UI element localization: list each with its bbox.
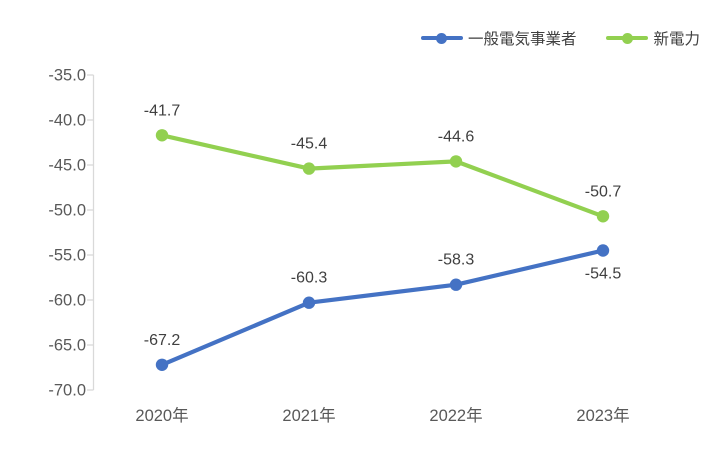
y-axis-tick-label: -45.0: [48, 157, 86, 175]
data-point-marker: [596, 210, 610, 223]
data-point-label: -60.3: [291, 270, 328, 287]
data-point-label: -58.3: [438, 252, 475, 269]
legend-label: 一般電気事業者: [467, 31, 577, 48]
legend-label: 新電力: [653, 31, 700, 48]
data-point-marker: [302, 162, 316, 175]
x-axis-tick-label: 2023年: [576, 406, 629, 425]
data-point-marker: [596, 244, 610, 257]
data-point-marker: [449, 155, 463, 168]
legend-line-marker-icon: [420, 32, 463, 45]
data-point-label: -67.2: [144, 332, 181, 349]
chart-legend: 一般電気事業者 新電力: [420, 27, 700, 49]
data-point-marker: [155, 358, 169, 371]
x-axis-tick-label: 2021年: [282, 406, 335, 425]
y-axis-tick-label: -35.0: [48, 67, 86, 85]
data-point-marker: [302, 296, 316, 309]
y-axis-tick-label: -50.0: [48, 202, 86, 220]
x-axis-tick-label: 2022年: [429, 406, 482, 425]
legend-item-general-utilities: 一般電気事業者: [420, 27, 577, 49]
data-point-label: -41.7: [144, 102, 181, 119]
series-line: [159, 248, 606, 367]
y-axis-tick-label: -65.0: [48, 337, 86, 355]
data-point-label: -45.4: [291, 136, 328, 153]
x-axis-tick-label: 2020年: [135, 406, 188, 425]
data-point-label: -44.6: [438, 128, 475, 145]
legend-line-marker-icon: [606, 32, 649, 45]
y-axis-tick-label: -55.0: [48, 247, 86, 265]
data-point-marker: [155, 129, 169, 142]
legend-item-new-power: 新電力: [606, 27, 700, 49]
y-axis-tick-label: -40.0: [48, 112, 86, 130]
data-point-label: -54.5: [585, 266, 622, 283]
data-point-marker: [449, 278, 463, 291]
series-line: [159, 133, 606, 219]
y-axis-tick-label: -70.0: [48, 382, 86, 400]
data-point-label: -50.7: [585, 183, 622, 200]
y-axis-tick-label: -60.0: [48, 292, 86, 310]
